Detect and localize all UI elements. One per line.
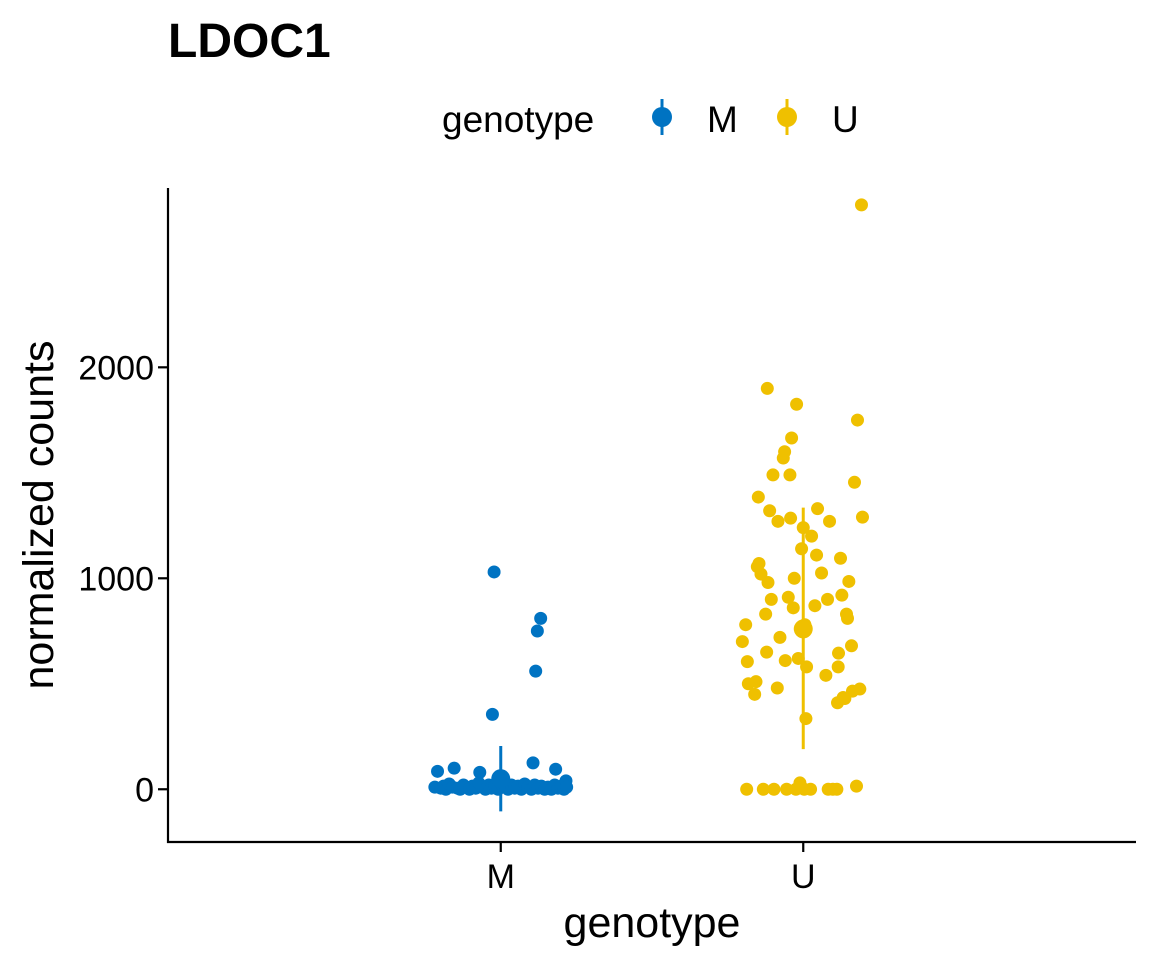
data-point-u [847, 475, 861, 489]
x-tick-label: U [791, 858, 816, 896]
chart-title: LDOC1 [168, 15, 331, 68]
data-point-u [785, 431, 799, 445]
data-point-m [526, 756, 540, 770]
data-point-u [854, 198, 868, 212]
data-point-m [530, 624, 544, 638]
y-axis-title: normalized counts [15, 341, 63, 690]
data-point-u [855, 510, 869, 524]
data-point-u [759, 607, 773, 621]
data-point-u [791, 651, 805, 665]
data-point-u [832, 646, 846, 660]
data-point-u [780, 782, 794, 796]
data-point-u [808, 599, 822, 613]
legend-key-m [652, 99, 672, 135]
data-point-m [549, 762, 563, 776]
data-point-m [534, 611, 548, 625]
data-point-u [748, 687, 762, 701]
y-tick-label: 1000 [78, 560, 154, 598]
data-point-m [485, 707, 499, 721]
data-point-u [831, 660, 845, 674]
data-point-u [784, 511, 798, 525]
data-point-u [834, 551, 848, 565]
data-point-u [778, 445, 792, 459]
legend-label-m: M [707, 99, 738, 140]
legend-key-u [777, 99, 797, 135]
data-point-m [487, 565, 501, 579]
data-point-u [767, 782, 781, 796]
data-point-u [773, 630, 787, 644]
data-point-u [842, 574, 856, 588]
data-point-u [800, 660, 814, 674]
data-point-u [810, 548, 824, 562]
mean-layer [491, 619, 813, 789]
data-point-u [805, 529, 819, 543]
points-layer [428, 198, 869, 796]
data-point-u [835, 588, 849, 602]
mean-point-u [793, 619, 813, 639]
data-point-u [770, 681, 784, 695]
data-point-u [739, 618, 753, 632]
data-point-m [560, 780, 574, 794]
y-tick-label: 0 [135, 771, 154, 809]
data-point-u [823, 514, 837, 528]
data-point-u [786, 601, 800, 615]
data-point-u [763, 504, 777, 518]
data-point-m [473, 765, 487, 779]
legend: genotype M U [442, 99, 859, 140]
data-point-u [761, 576, 775, 590]
legend-label-u: U [832, 99, 859, 140]
data-point-u [771, 514, 785, 528]
data-point-u [850, 413, 864, 427]
data-point-u [781, 590, 795, 604]
legend-key-m-point [652, 107, 672, 127]
data-point-u [819, 668, 833, 682]
data-point-u [795, 542, 809, 556]
data-point-u [783, 468, 797, 482]
data-point-u [799, 712, 813, 726]
data-point-m [431, 764, 445, 778]
data-point-u [752, 557, 766, 571]
data-point-u [760, 645, 774, 659]
data-point-u [766, 468, 780, 482]
data-point-u [740, 655, 754, 669]
data-point-u [760, 381, 774, 395]
summary-layer [499, 507, 805, 812]
data-point-u [841, 611, 855, 625]
data-point-u [735, 635, 749, 649]
x-axis-title: genotype [564, 899, 741, 947]
data-point-u [787, 571, 801, 585]
data-point-u [849, 779, 863, 793]
x-tick-label: M [487, 858, 515, 896]
data-point-u [821, 592, 835, 606]
data-point-u [830, 782, 844, 796]
data-point-u [764, 592, 778, 606]
y-tick-label: 2000 [78, 349, 154, 387]
data-point-u [796, 521, 810, 535]
legend-key-u-point [777, 107, 797, 127]
y-axis-ticks: 0 1000 2000 [78, 349, 168, 809]
data-point-u [778, 654, 792, 668]
mean-point-m [491, 769, 511, 789]
data-point-u [790, 397, 804, 411]
legend-title: genotype [442, 99, 594, 140]
data-point-u [749, 675, 763, 689]
data-point-u [811, 502, 825, 516]
data-point-u [804, 782, 818, 796]
data-point-u [751, 490, 765, 504]
data-point-u [756, 782, 770, 796]
data-point-u [815, 566, 829, 580]
data-point-m [529, 664, 543, 678]
data-point-u [853, 682, 867, 696]
data-point-m [447, 761, 461, 775]
data-point-u [740, 782, 754, 796]
data-point-u [844, 639, 858, 653]
